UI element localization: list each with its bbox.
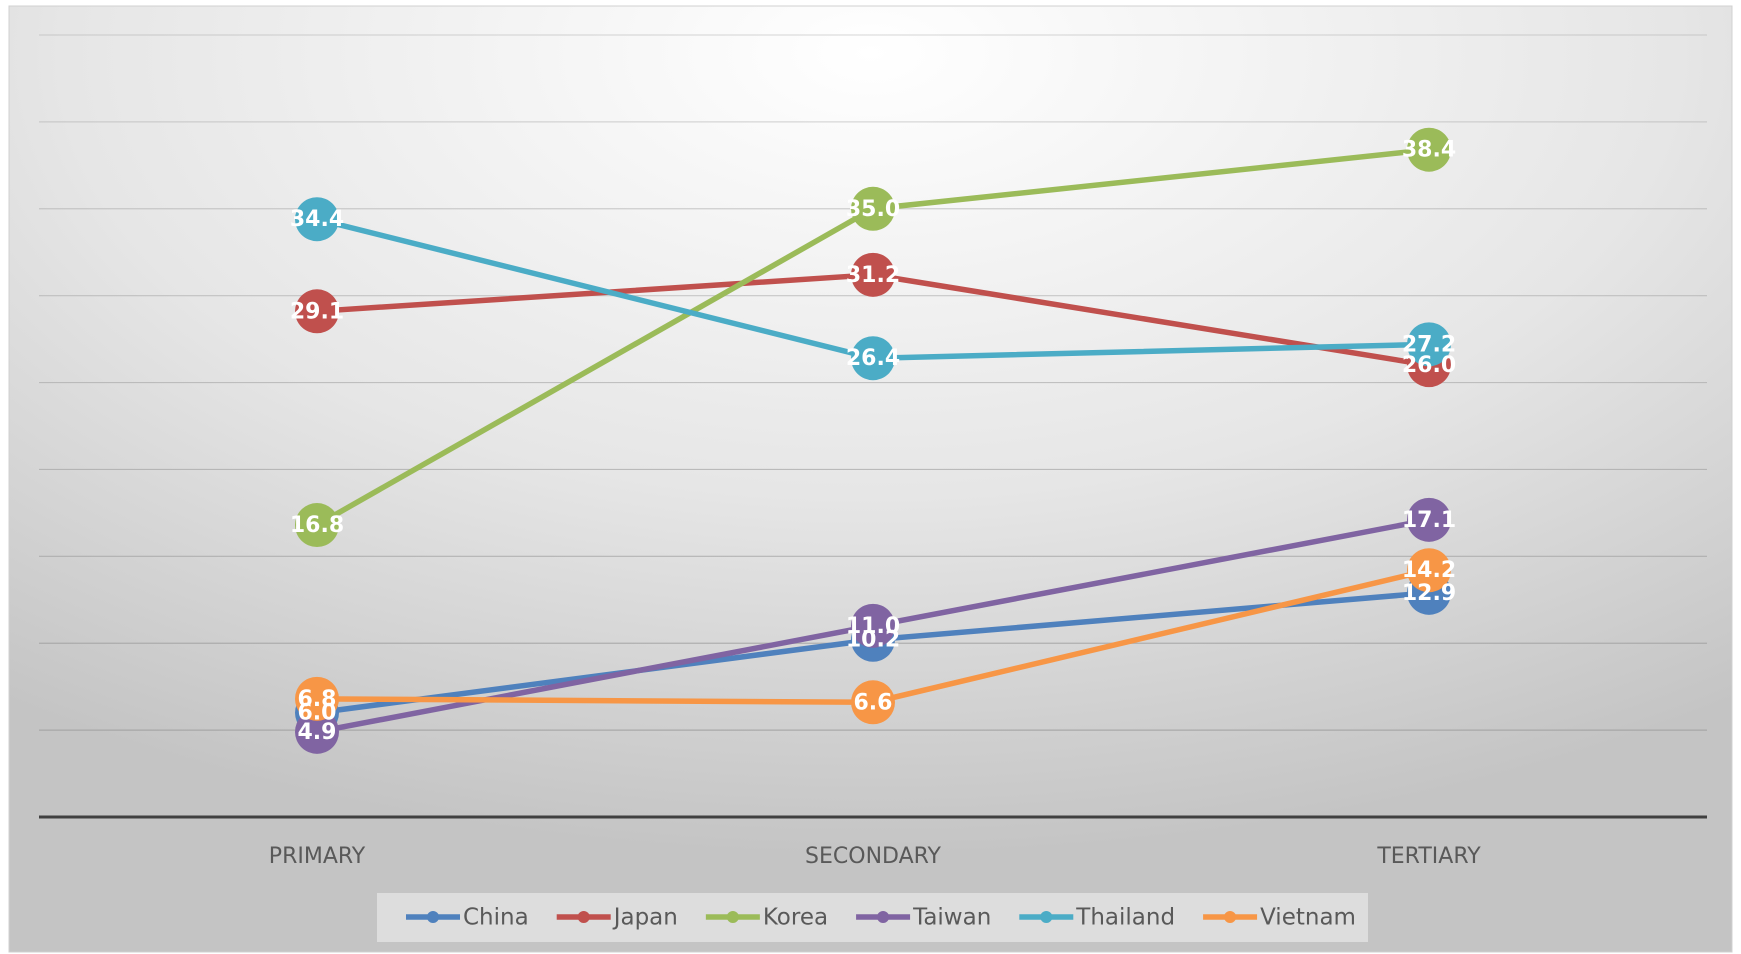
data-point: [851, 680, 895, 725]
data-point: [851, 603, 895, 648]
data-point: [1407, 322, 1451, 367]
legend-label: Japan: [612, 905, 678, 931]
data-point: [295, 503, 339, 548]
data-point: [1407, 497, 1451, 542]
data-label: 26.0: [1402, 353, 1456, 378]
legend-label: Taiwan: [912, 905, 991, 931]
data-label: 26.4: [846, 346, 900, 371]
data-label: 31.2: [846, 263, 900, 288]
legend-label: Thailand: [1075, 905, 1175, 931]
data-label: 10.2: [846, 628, 900, 653]
legend-marker: [877, 911, 890, 923]
data-point: [851, 336, 895, 381]
data-label: 6.6: [854, 690, 893, 715]
chart-area: [8, 5, 1733, 953]
data-label: 16.8: [290, 513, 344, 538]
data-point: [295, 709, 339, 754]
data-point: [295, 289, 339, 334]
data-label: 12.9: [1402, 581, 1456, 606]
legend-label: Vietnam: [1260, 905, 1356, 931]
data-label: 4.9: [298, 720, 337, 745]
data-label: 17.1: [1402, 508, 1456, 533]
data-label: 35.0: [846, 197, 900, 222]
legend-marker: [1224, 911, 1237, 923]
data-point: [851, 186, 895, 231]
x-tick-label: PRIMARY: [269, 844, 366, 869]
data-point: [295, 676, 339, 721]
data-label: 11.0: [846, 614, 900, 639]
x-tick-label: SECONDARY: [805, 844, 941, 869]
data-point: [295, 197, 339, 242]
data-label: 34.4: [290, 207, 344, 232]
data-label: 27.2: [1402, 332, 1456, 357]
data-label: 14.2: [1402, 558, 1456, 583]
legend-marker: [427, 911, 439, 923]
data-point: [1407, 548, 1451, 593]
legend-marker: [726, 911, 739, 923]
legend-marker: [577, 911, 590, 923]
data-label: 38.4: [1402, 138, 1456, 163]
legend-marker: [1040, 911, 1053, 923]
data-point: [851, 252, 895, 297]
legend-label: China: [463, 905, 529, 931]
data-label: 6.0: [298, 701, 337, 726]
legend-label: Korea: [763, 905, 828, 931]
data-label: 6.8: [298, 687, 337, 712]
data-label: 29.1: [290, 299, 344, 324]
x-tick-label: TERTIARY: [1376, 844, 1481, 869]
data-point: [1407, 127, 1451, 172]
